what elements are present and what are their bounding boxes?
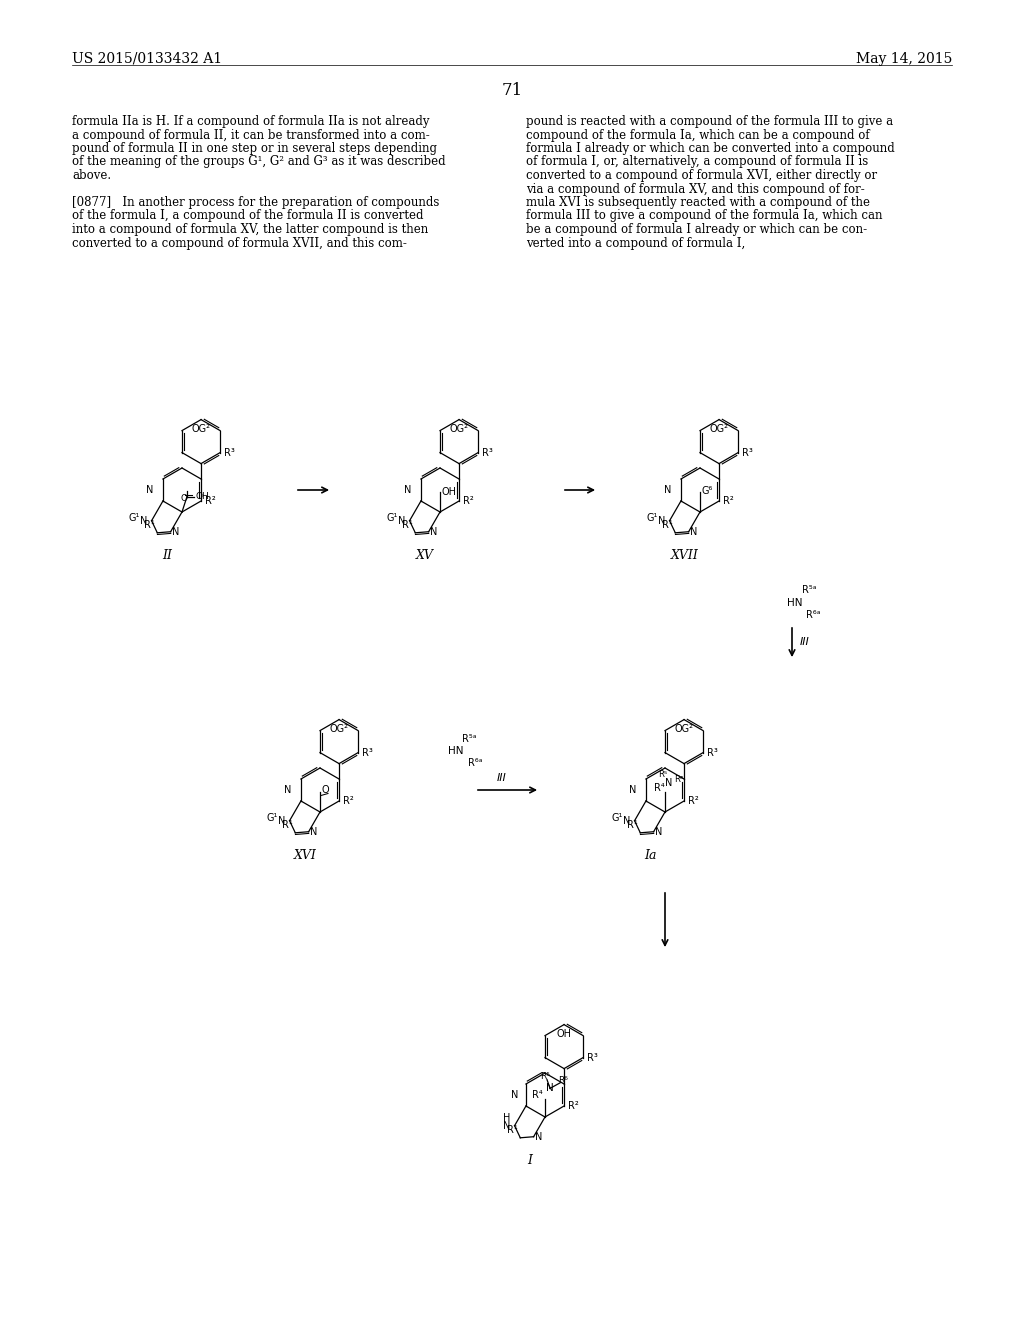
- Text: HN: HN: [449, 746, 464, 756]
- Text: May 14, 2015: May 14, 2015: [856, 51, 952, 66]
- Text: R⁴: R⁴: [653, 783, 665, 793]
- Text: N: N: [430, 527, 437, 537]
- Text: XV: XV: [416, 549, 434, 562]
- Text: 71: 71: [502, 82, 522, 99]
- Text: R¹: R¹: [507, 1125, 517, 1135]
- Text: formula I already or which can be converted into a compound: formula I already or which can be conver…: [526, 143, 895, 154]
- Text: R⁵ᵃ: R⁵ᵃ: [802, 585, 816, 595]
- Text: R⁶: R⁶: [675, 775, 684, 784]
- Text: R⁶ᵃ: R⁶ᵃ: [468, 758, 482, 768]
- Text: R¹: R¹: [401, 520, 413, 529]
- Text: O: O: [322, 785, 330, 795]
- Text: verted into a compound of formula I,: verted into a compound of formula I,: [526, 236, 745, 249]
- Text: pound of formula II in one step or in several steps depending: pound of formula II in one step or in se…: [72, 143, 437, 154]
- Text: mula XVI is subsequently reacted with a compound of the: mula XVI is subsequently reacted with a …: [526, 195, 870, 209]
- Text: R²: R²: [205, 496, 216, 506]
- Text: N: N: [285, 785, 292, 795]
- Text: R³: R³: [362, 747, 373, 758]
- Text: R³: R³: [224, 447, 234, 458]
- Text: OG²: OG²: [710, 424, 728, 433]
- Text: G⁶: G⁶: [701, 486, 713, 496]
- Text: R²: R²: [688, 796, 698, 807]
- Text: N: N: [404, 484, 412, 495]
- Text: R⁵: R⁵: [540, 1072, 550, 1081]
- Text: OG²: OG²: [675, 723, 693, 734]
- Text: N: N: [666, 779, 673, 788]
- Text: R¹: R¹: [282, 820, 292, 830]
- Text: N: N: [546, 1084, 554, 1093]
- Text: R⁴: R⁴: [531, 1090, 543, 1100]
- Text: OH: OH: [196, 492, 210, 502]
- Text: formula IIa is H. If a compound of formula IIa is not already: formula IIa is H. If a compound of formu…: [72, 115, 429, 128]
- Text: R¹: R¹: [627, 820, 637, 830]
- Text: OG²: OG²: [191, 424, 211, 433]
- Text: US 2015/0133432 A1: US 2015/0133432 A1: [72, 51, 222, 66]
- Text: R⁶ᵃ: R⁶ᵃ: [806, 610, 820, 620]
- Text: R³: R³: [482, 447, 493, 458]
- Text: N: N: [689, 527, 697, 537]
- Text: G¹: G¹: [646, 512, 657, 523]
- Text: N: N: [630, 785, 637, 795]
- Text: of the formula I, a compound of the formula II is converted: of the formula I, a compound of the form…: [72, 210, 424, 223]
- Text: be a compound of formula I already or which can be con-: be a compound of formula I already or wh…: [526, 223, 867, 236]
- Text: III: III: [497, 774, 507, 783]
- Text: N: N: [654, 826, 662, 837]
- Text: formula III to give a compound of the formula Ia, which can: formula III to give a compound of the fo…: [526, 210, 883, 223]
- Text: of the meaning of the groups G¹, G² and G³ as it was described: of the meaning of the groups G¹, G² and …: [72, 156, 445, 169]
- Text: R³: R³: [587, 1052, 598, 1063]
- Text: R¹: R¹: [143, 520, 155, 529]
- Text: N: N: [511, 1090, 518, 1100]
- Text: OG²: OG²: [450, 424, 469, 433]
- Text: N: N: [279, 816, 286, 826]
- Text: N: N: [309, 826, 317, 837]
- Text: R²: R²: [463, 496, 474, 506]
- Text: G¹: G¹: [611, 813, 623, 822]
- Text: N: N: [503, 1121, 511, 1131]
- Text: compound of the formula Ia, which can be a compound of: compound of the formula Ia, which can be…: [526, 128, 869, 141]
- Text: N: N: [140, 516, 147, 525]
- Text: [0877]   In another process for the preparation of compounds: [0877] In another process for the prepar…: [72, 195, 439, 209]
- Text: R³: R³: [742, 447, 753, 458]
- Text: via a compound of formula XV, and this compound of for-: via a compound of formula XV, and this c…: [526, 182, 864, 195]
- Text: II: II: [162, 549, 172, 562]
- Text: Ia: Ia: [644, 849, 656, 862]
- Text: G¹: G¹: [128, 512, 139, 523]
- Text: G¹: G¹: [266, 813, 278, 822]
- Text: OH: OH: [557, 1028, 571, 1039]
- Text: R²: R²: [343, 796, 354, 807]
- Text: G¹: G¹: [386, 512, 397, 523]
- Text: N: N: [146, 484, 154, 495]
- Text: converted to a compound of formula XVI, either directly or: converted to a compound of formula XVI, …: [526, 169, 878, 182]
- Text: a compound of formula II, it can be transformed into a com-: a compound of formula II, it can be tran…: [72, 128, 430, 141]
- Text: H: H: [503, 1113, 511, 1123]
- Text: HN: HN: [787, 598, 803, 609]
- Text: N: N: [398, 516, 406, 525]
- Text: into a compound of formula XV, the latter compound is then: into a compound of formula XV, the latte…: [72, 223, 428, 236]
- Text: R⁵: R⁵: [658, 770, 668, 779]
- Text: R³: R³: [708, 747, 718, 758]
- Text: OH: OH: [442, 487, 457, 498]
- Text: R¹: R¹: [662, 520, 673, 529]
- Text: R²: R²: [568, 1101, 579, 1111]
- Text: O: O: [180, 494, 187, 503]
- Text: of formula I, or, alternatively, a compound of formula II is: of formula I, or, alternatively, a compo…: [526, 156, 868, 169]
- Text: N: N: [535, 1131, 542, 1142]
- Text: I: I: [527, 1154, 532, 1167]
- Text: R⁶: R⁶: [558, 1076, 568, 1085]
- Text: R⁵ᵃ: R⁵ᵃ: [462, 734, 476, 744]
- Text: N: N: [658, 516, 666, 525]
- Text: above.: above.: [72, 169, 112, 182]
- Text: XVI: XVI: [294, 849, 316, 862]
- Text: III: III: [800, 638, 810, 647]
- Text: N: N: [624, 816, 631, 826]
- Text: R²: R²: [723, 496, 734, 506]
- Text: XVII: XVII: [671, 549, 699, 562]
- Text: pound is reacted with a compound of the formula III to give a: pound is reacted with a compound of the …: [526, 115, 893, 128]
- Text: OG²: OG²: [330, 723, 348, 734]
- Text: N: N: [172, 527, 179, 537]
- Text: converted to a compound of formula XVII, and this com-: converted to a compound of formula XVII,…: [72, 236, 407, 249]
- Text: N: N: [665, 484, 672, 495]
